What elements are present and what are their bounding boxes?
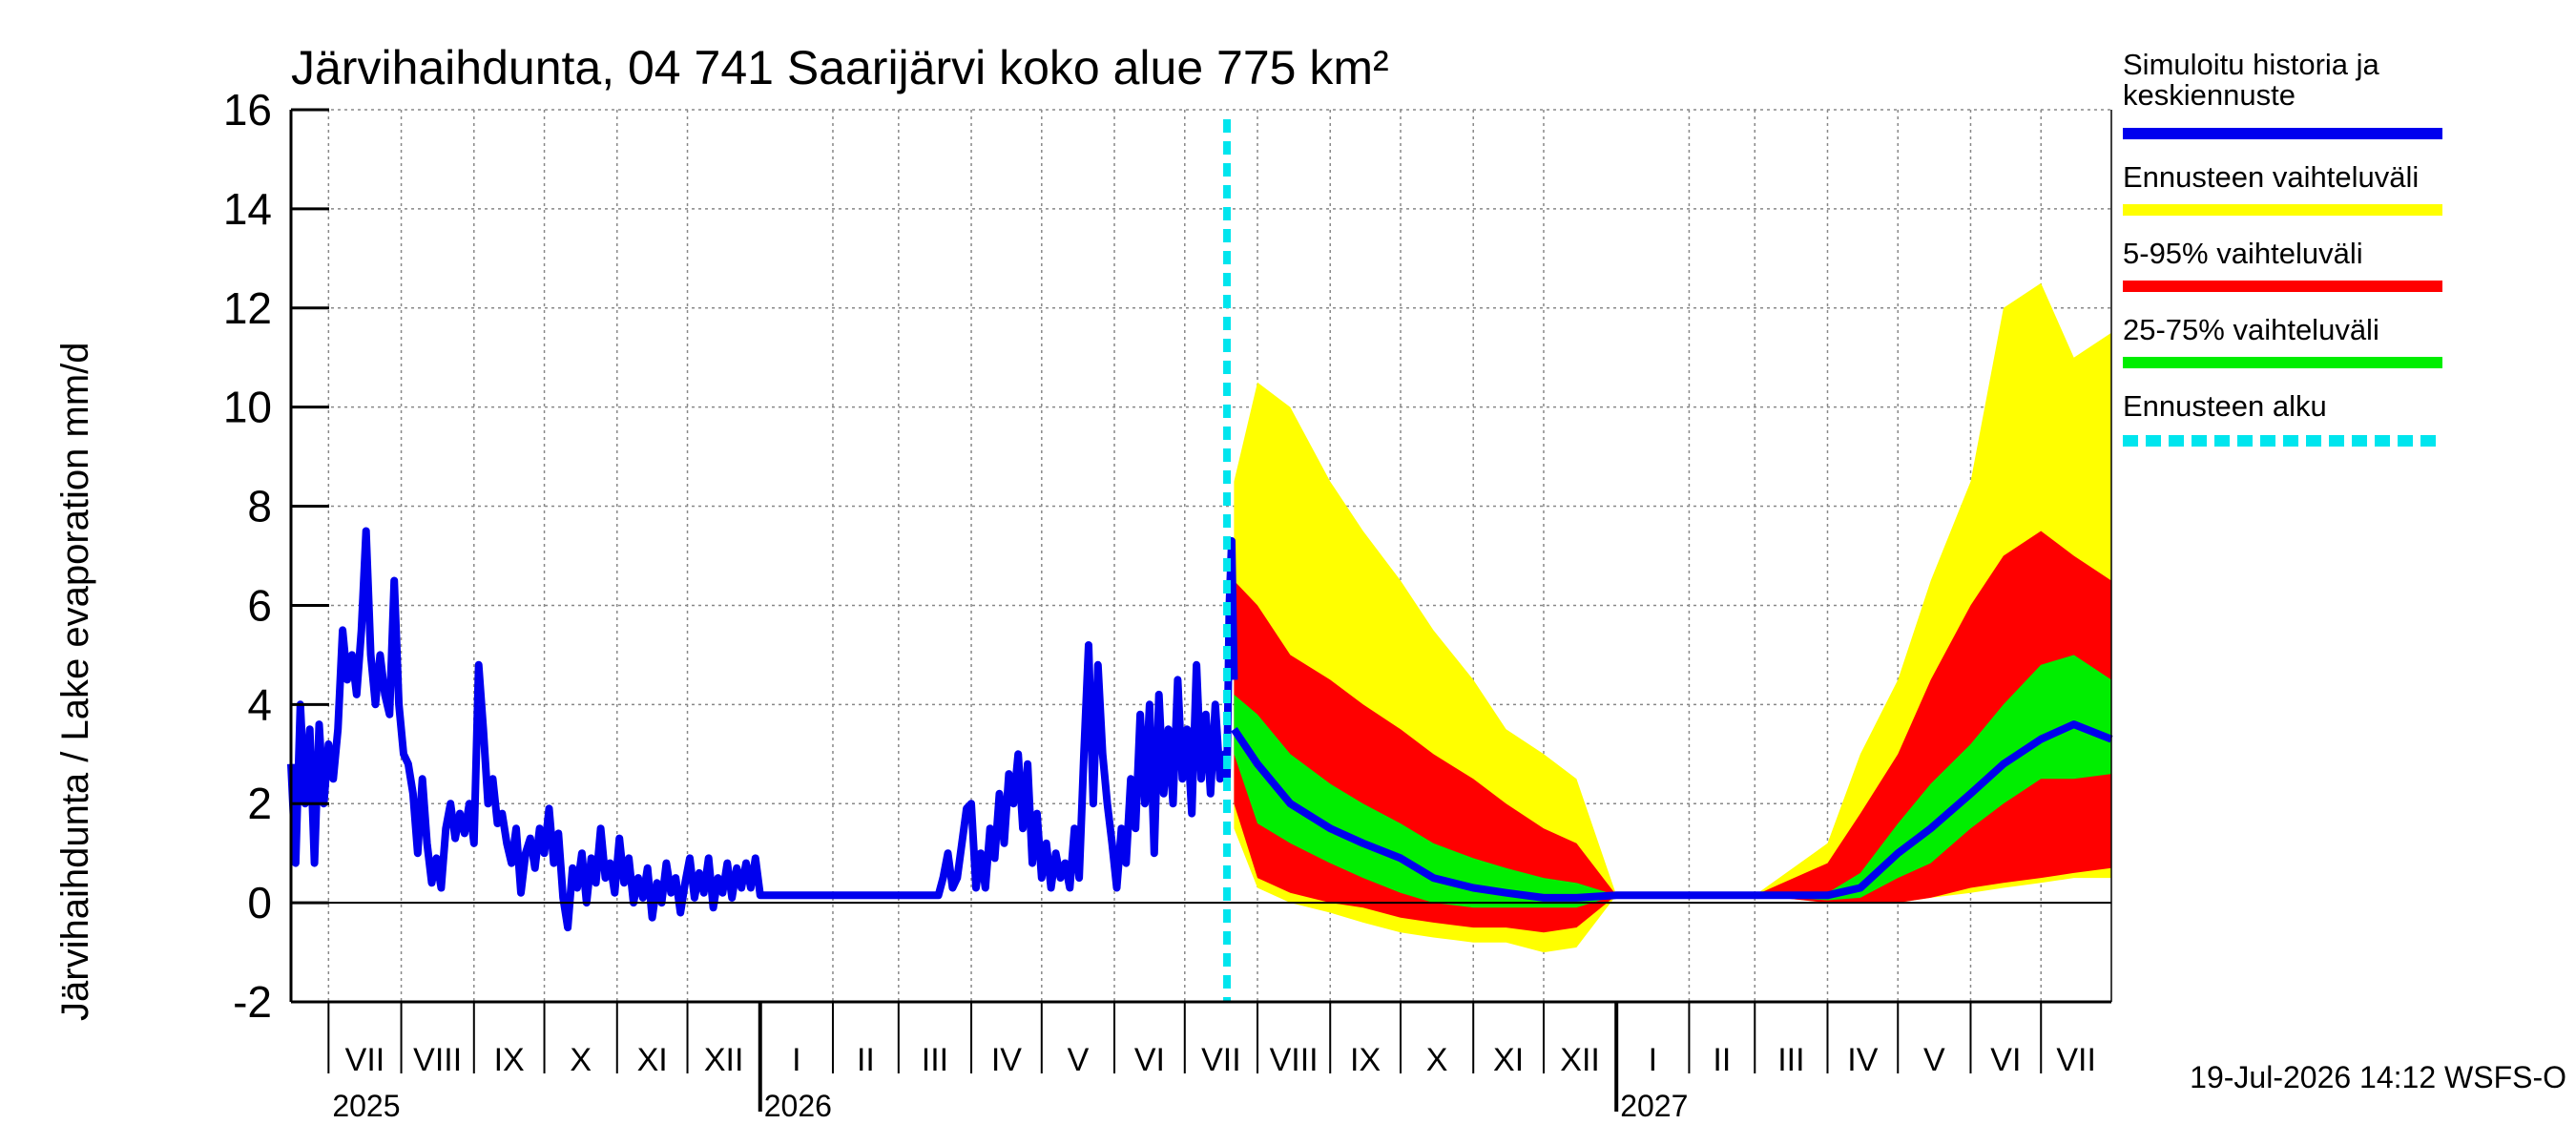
month-label: VII	[1201, 1042, 1241, 1078]
band-25-75	[1234, 655, 2111, 908]
y-tick-label: 2	[247, 779, 272, 828]
month-label: X	[570, 1042, 592, 1078]
month-label: VII	[2056, 1042, 2096, 1078]
forecast-mean-line	[1231, 720, 2113, 902]
legend-label: keskiennuste	[2123, 78, 2296, 112]
y-tick-label: 0	[247, 878, 272, 927]
month-label: II	[857, 1042, 875, 1078]
month-label: XII	[1560, 1042, 1600, 1078]
month-label: VIII	[1270, 1042, 1319, 1078]
month-label: V	[1923, 1042, 1945, 1078]
month-label: III	[1777, 1042, 1804, 1078]
month-label: I	[792, 1042, 800, 1078]
month-label: I	[1649, 1042, 1657, 1078]
month-label: VII	[345, 1042, 385, 1078]
month-label: II	[1713, 1042, 1731, 1078]
year-label: 2025	[332, 1089, 400, 1123]
year-label: 2027	[1620, 1089, 1688, 1123]
chart-title: Järvihaihdunta, 04 741 Saarijärvi koko a…	[291, 41, 1389, 94]
series-lines	[287, 119, 2113, 1002]
month-label: XI	[1493, 1042, 1524, 1078]
month-label: IX	[1350, 1042, 1381, 1078]
legend-label: 25-75% vaihteluväli	[2123, 313, 2379, 346]
month-label: IV	[991, 1042, 1022, 1078]
month-label: V	[1068, 1042, 1090, 1078]
month-label: IV	[1847, 1042, 1878, 1078]
y-tick-label: -2	[233, 977, 272, 1027]
month-label: VIII	[413, 1042, 462, 1078]
y-axis-label: Järvihaihdunta / Lake evaporation mm/d	[54, 342, 96, 1021]
y-tick-label: 6	[247, 580, 272, 630]
month-label: III	[922, 1042, 948, 1078]
y-tick-label: 14	[223, 184, 272, 234]
legend-label: Ennusteen vaihteluväli	[2123, 160, 2419, 194]
month-label: XI	[637, 1042, 668, 1078]
timestamp-label: 19-Jul-2026 14:12 WSFS-O	[2190, 1060, 2566, 1094]
legend-label: Ennusteen alku	[2123, 389, 2327, 423]
month-label: VI	[1990, 1042, 2021, 1078]
forecast-bands	[1234, 282, 2111, 953]
y-tick-label: 4	[247, 679, 272, 729]
month-label: VI	[1134, 1042, 1165, 1078]
y-tick-label: 12	[223, 283, 272, 333]
legend-label: 5-95% vaihteluväli	[2123, 237, 2363, 270]
legend-label: Simuloitu historia ja	[2123, 48, 2380, 81]
y-tick-label: 8	[247, 482, 272, 531]
y-tick-label: 10	[223, 383, 272, 432]
month-label: IX	[494, 1042, 525, 1078]
axes	[289, 110, 2112, 1004]
month-label: XII	[704, 1042, 744, 1078]
month-label: X	[1426, 1042, 1448, 1078]
year-label: 2026	[764, 1089, 832, 1123]
history-line	[287, 527, 1238, 932]
y-tick-label: 16	[223, 85, 272, 135]
